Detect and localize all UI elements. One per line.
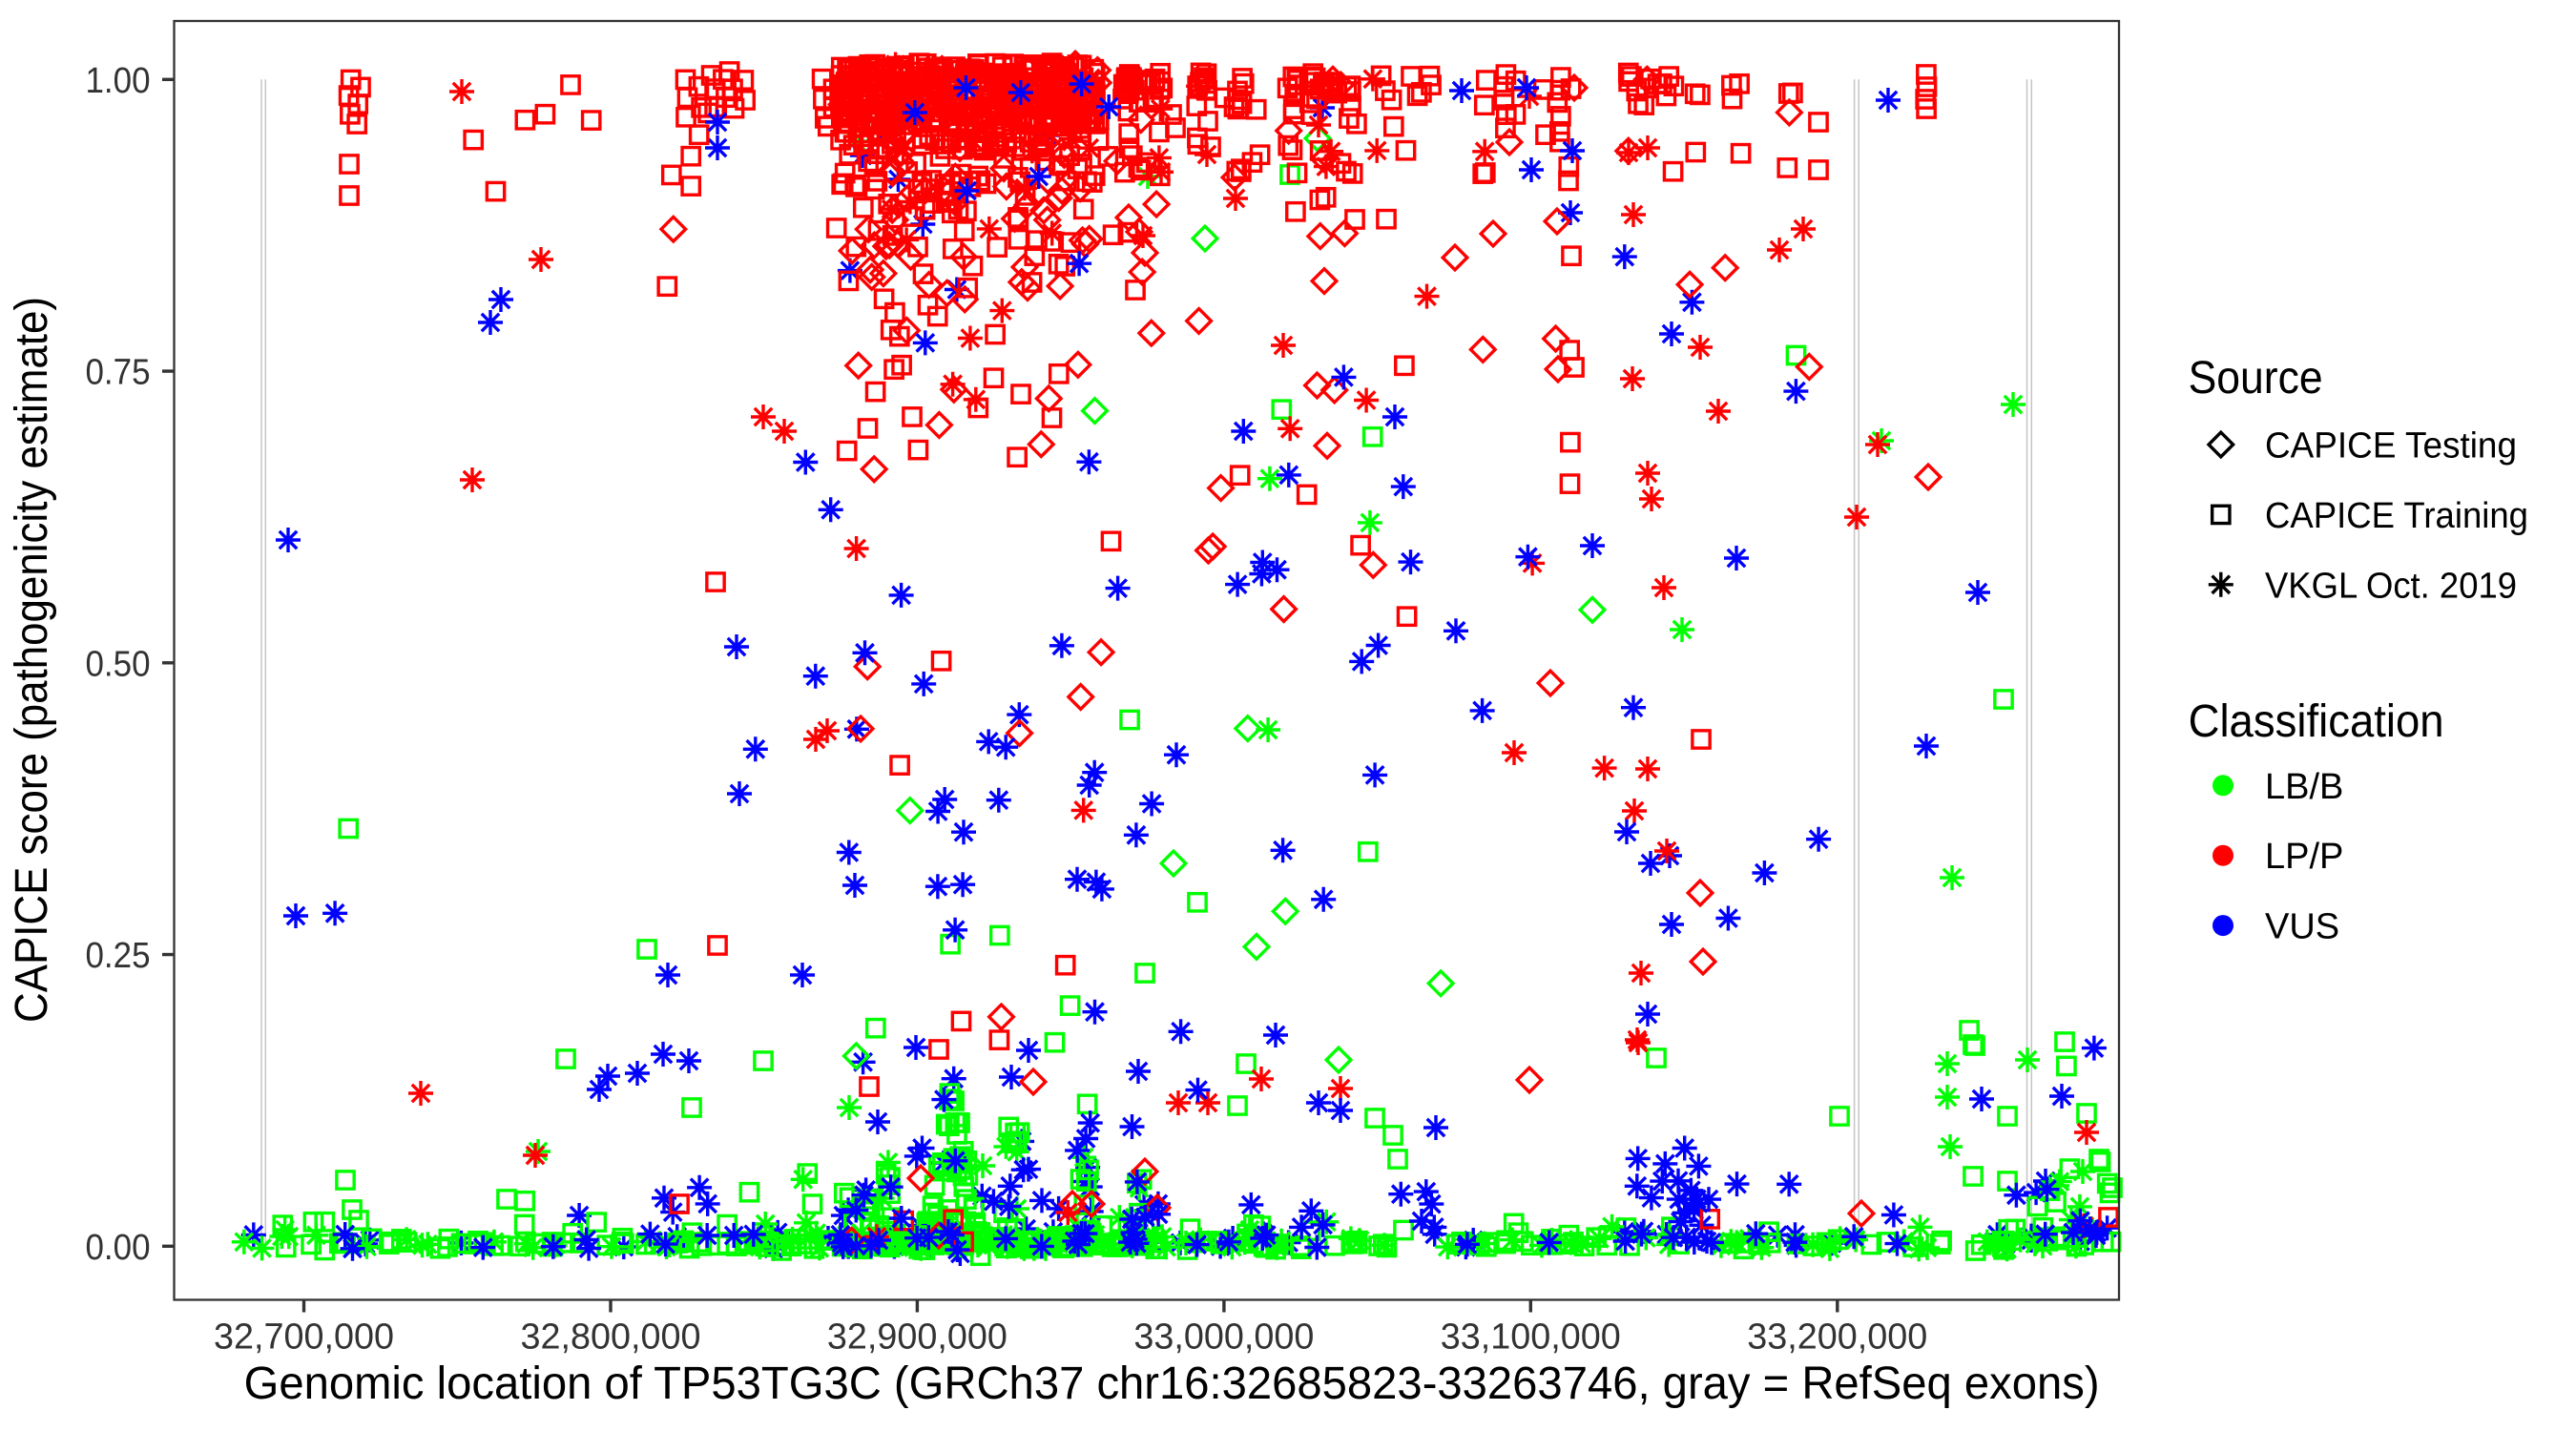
svg-text:LP/P: LP/P [2265, 837, 2343, 877]
svg-text:CAPICE score (pathogenicity es: CAPICE score (pathogenicity estimate) [7, 297, 57, 1023]
svg-text:VKGL Oct. 2019: VKGL Oct. 2019 [2265, 566, 2517, 606]
svg-text:CAPICE Training: CAPICE Training [2265, 496, 2528, 536]
svg-text:33,200,000: 33,200,000 [1747, 1317, 1927, 1358]
svg-text:32,800,000: 32,800,000 [521, 1317, 701, 1358]
svg-text:32,900,000: 32,900,000 [827, 1317, 1008, 1358]
svg-text:Genomic location of TP53TG3C (: Genomic location of TP53TG3C (GRCh37 chr… [244, 1358, 2100, 1409]
svg-text:Source: Source [2189, 353, 2323, 404]
svg-text:1.00: 1.00 [86, 61, 151, 101]
svg-text:32,700,000: 32,700,000 [214, 1317, 394, 1358]
svg-text:CAPICE Testing: CAPICE Testing [2265, 426, 2517, 467]
svg-text:0.00: 0.00 [86, 1228, 151, 1268]
svg-text:33,100,000: 33,100,000 [1441, 1317, 1621, 1358]
svg-text:0.25: 0.25 [86, 936, 151, 976]
svg-text:LB/B: LB/B [2265, 767, 2343, 807]
svg-text:VUS: VUS [2265, 907, 2339, 947]
svg-text:33,000,000: 33,000,000 [1133, 1317, 1314, 1358]
svg-text:Classification: Classification [2189, 696, 2444, 747]
svg-text:0.50: 0.50 [86, 644, 151, 684]
svg-text:0.75: 0.75 [86, 353, 151, 393]
